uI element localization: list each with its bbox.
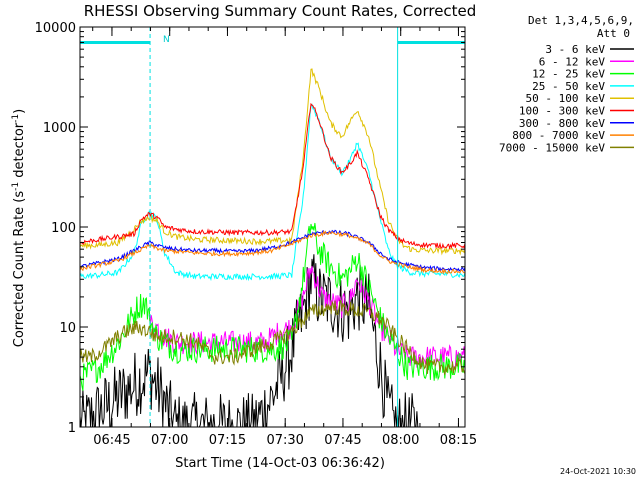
series-line-3 [80, 103, 465, 282]
legend-label-5: 100 - 300 keV [519, 105, 605, 118]
legend-label-1: 6 - 12 keV [539, 55, 606, 68]
night-marker-label: N [163, 35, 170, 45]
series-line-5 [80, 102, 465, 250]
chart-title: RHESSI Observing Summary Count Rates, Co… [84, 2, 477, 20]
legend-label-8: 7000 - 15000 keV [499, 141, 605, 154]
x-tick-label: 07:15 [209, 433, 246, 448]
legend-label-3: 25 - 50 keV [532, 80, 605, 93]
y-label-end: ) [12, 109, 27, 114]
x-tick-label: 06:45 [93, 433, 130, 448]
legend-header-2: Att 0 [597, 27, 630, 40]
y-label-sup-1: -1 [11, 182, 21, 191]
x-axis-ticks: 06:45 07:00 07:15 07:30 07:45 08:00 08:15 [92, 27, 477, 448]
series-line-8 [80, 299, 465, 375]
x-tick-label: 07:45 [324, 433, 361, 448]
series-line-0 [80, 254, 419, 427]
legend-label-2: 12 - 25 keV [532, 68, 605, 81]
x-axis-label: Start Time (14-Oct-03 06:36:42) [175, 456, 385, 471]
series-line-7 [80, 230, 465, 275]
legend-label-7: 800 - 7000 keV [512, 129, 605, 142]
y-axis-ticks: 1 10 100 1000 10000 [35, 21, 465, 436]
x-tick-label: 08:15 [440, 433, 477, 448]
y-tick-label: 1 [68, 421, 76, 436]
y-tick-label: 10 [59, 321, 76, 336]
x-tick-label: 07:00 [151, 433, 188, 448]
series-lines [80, 68, 465, 427]
legend-label-4: 50 - 100 keV [526, 92, 606, 105]
legend-label-0: 3 - 6 keV [545, 43, 605, 56]
x-tick-label: 07:30 [266, 433, 303, 448]
series-line-2 [80, 222, 465, 391]
legend-header-1: Det 1,3,4,5,6,9, [528, 14, 634, 27]
legend-label-6: 300 - 800 keV [519, 117, 605, 130]
svg-text:Corrected Count Rate (s-1 dete: Corrected Count Rate (s-1 detector-1) [11, 109, 27, 347]
y-tick-label: 1000 [43, 121, 76, 136]
footer-date: 24-Oct-2021 10:30 [560, 467, 636, 476]
y-label-sup-2: -1 [11, 114, 21, 123]
y-label-mid: detector [12, 122, 27, 182]
series-line-1 [148, 266, 465, 368]
y-axis-label: Corrected Count Rate (s-1 detector-1) [11, 109, 27, 347]
y-tick-label: 10000 [35, 21, 76, 36]
y-label-main: Corrected Count Rate (s [12, 191, 27, 348]
y-tick-label: 100 [51, 221, 76, 236]
x-tick-label: 08:00 [382, 433, 419, 448]
series-line-6 [80, 229, 465, 272]
